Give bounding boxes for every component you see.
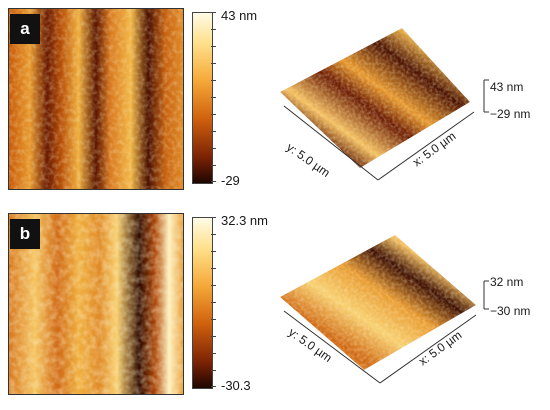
colorbar-max-label: 32.3 nm [221, 213, 268, 228]
afm-3d-surface-a: 43 nm −29 nm y: 5.0 µm x: 5.0 µm [270, 0, 550, 200]
surface-plot-image [280, 235, 489, 384]
panel-b: b 32.3 nm -30.3 [0, 205, 550, 405]
colorbar [192, 217, 213, 389]
z-scale-top-label: 32 nm [490, 275, 524, 289]
panel-label-badge: b [10, 219, 40, 249]
z-scale-bottom-label: −30 nm [490, 304, 531, 318]
z-scale-bottom-label: −29 nm [490, 107, 531, 121]
colorbar [192, 12, 213, 184]
surface-plot-image [280, 28, 489, 181]
panel-label-badge: a [10, 14, 40, 44]
colorbar-max-label: 43 nm [221, 8, 258, 23]
panel-a: a 43 nm -29 [0, 0, 550, 200]
colorbar-min-label: -30.3 [221, 378, 251, 393]
colorbar-ticks [211, 217, 217, 387]
colorbar-min-label: -29 [221, 173, 240, 188]
z-scale-top-label: 43 nm [490, 80, 524, 94]
colorbar-ticks [211, 12, 217, 182]
afm-3d-surface-b: 32 nm −30 nm y: 5.0 µm x: 5.0 µm [270, 205, 550, 405]
